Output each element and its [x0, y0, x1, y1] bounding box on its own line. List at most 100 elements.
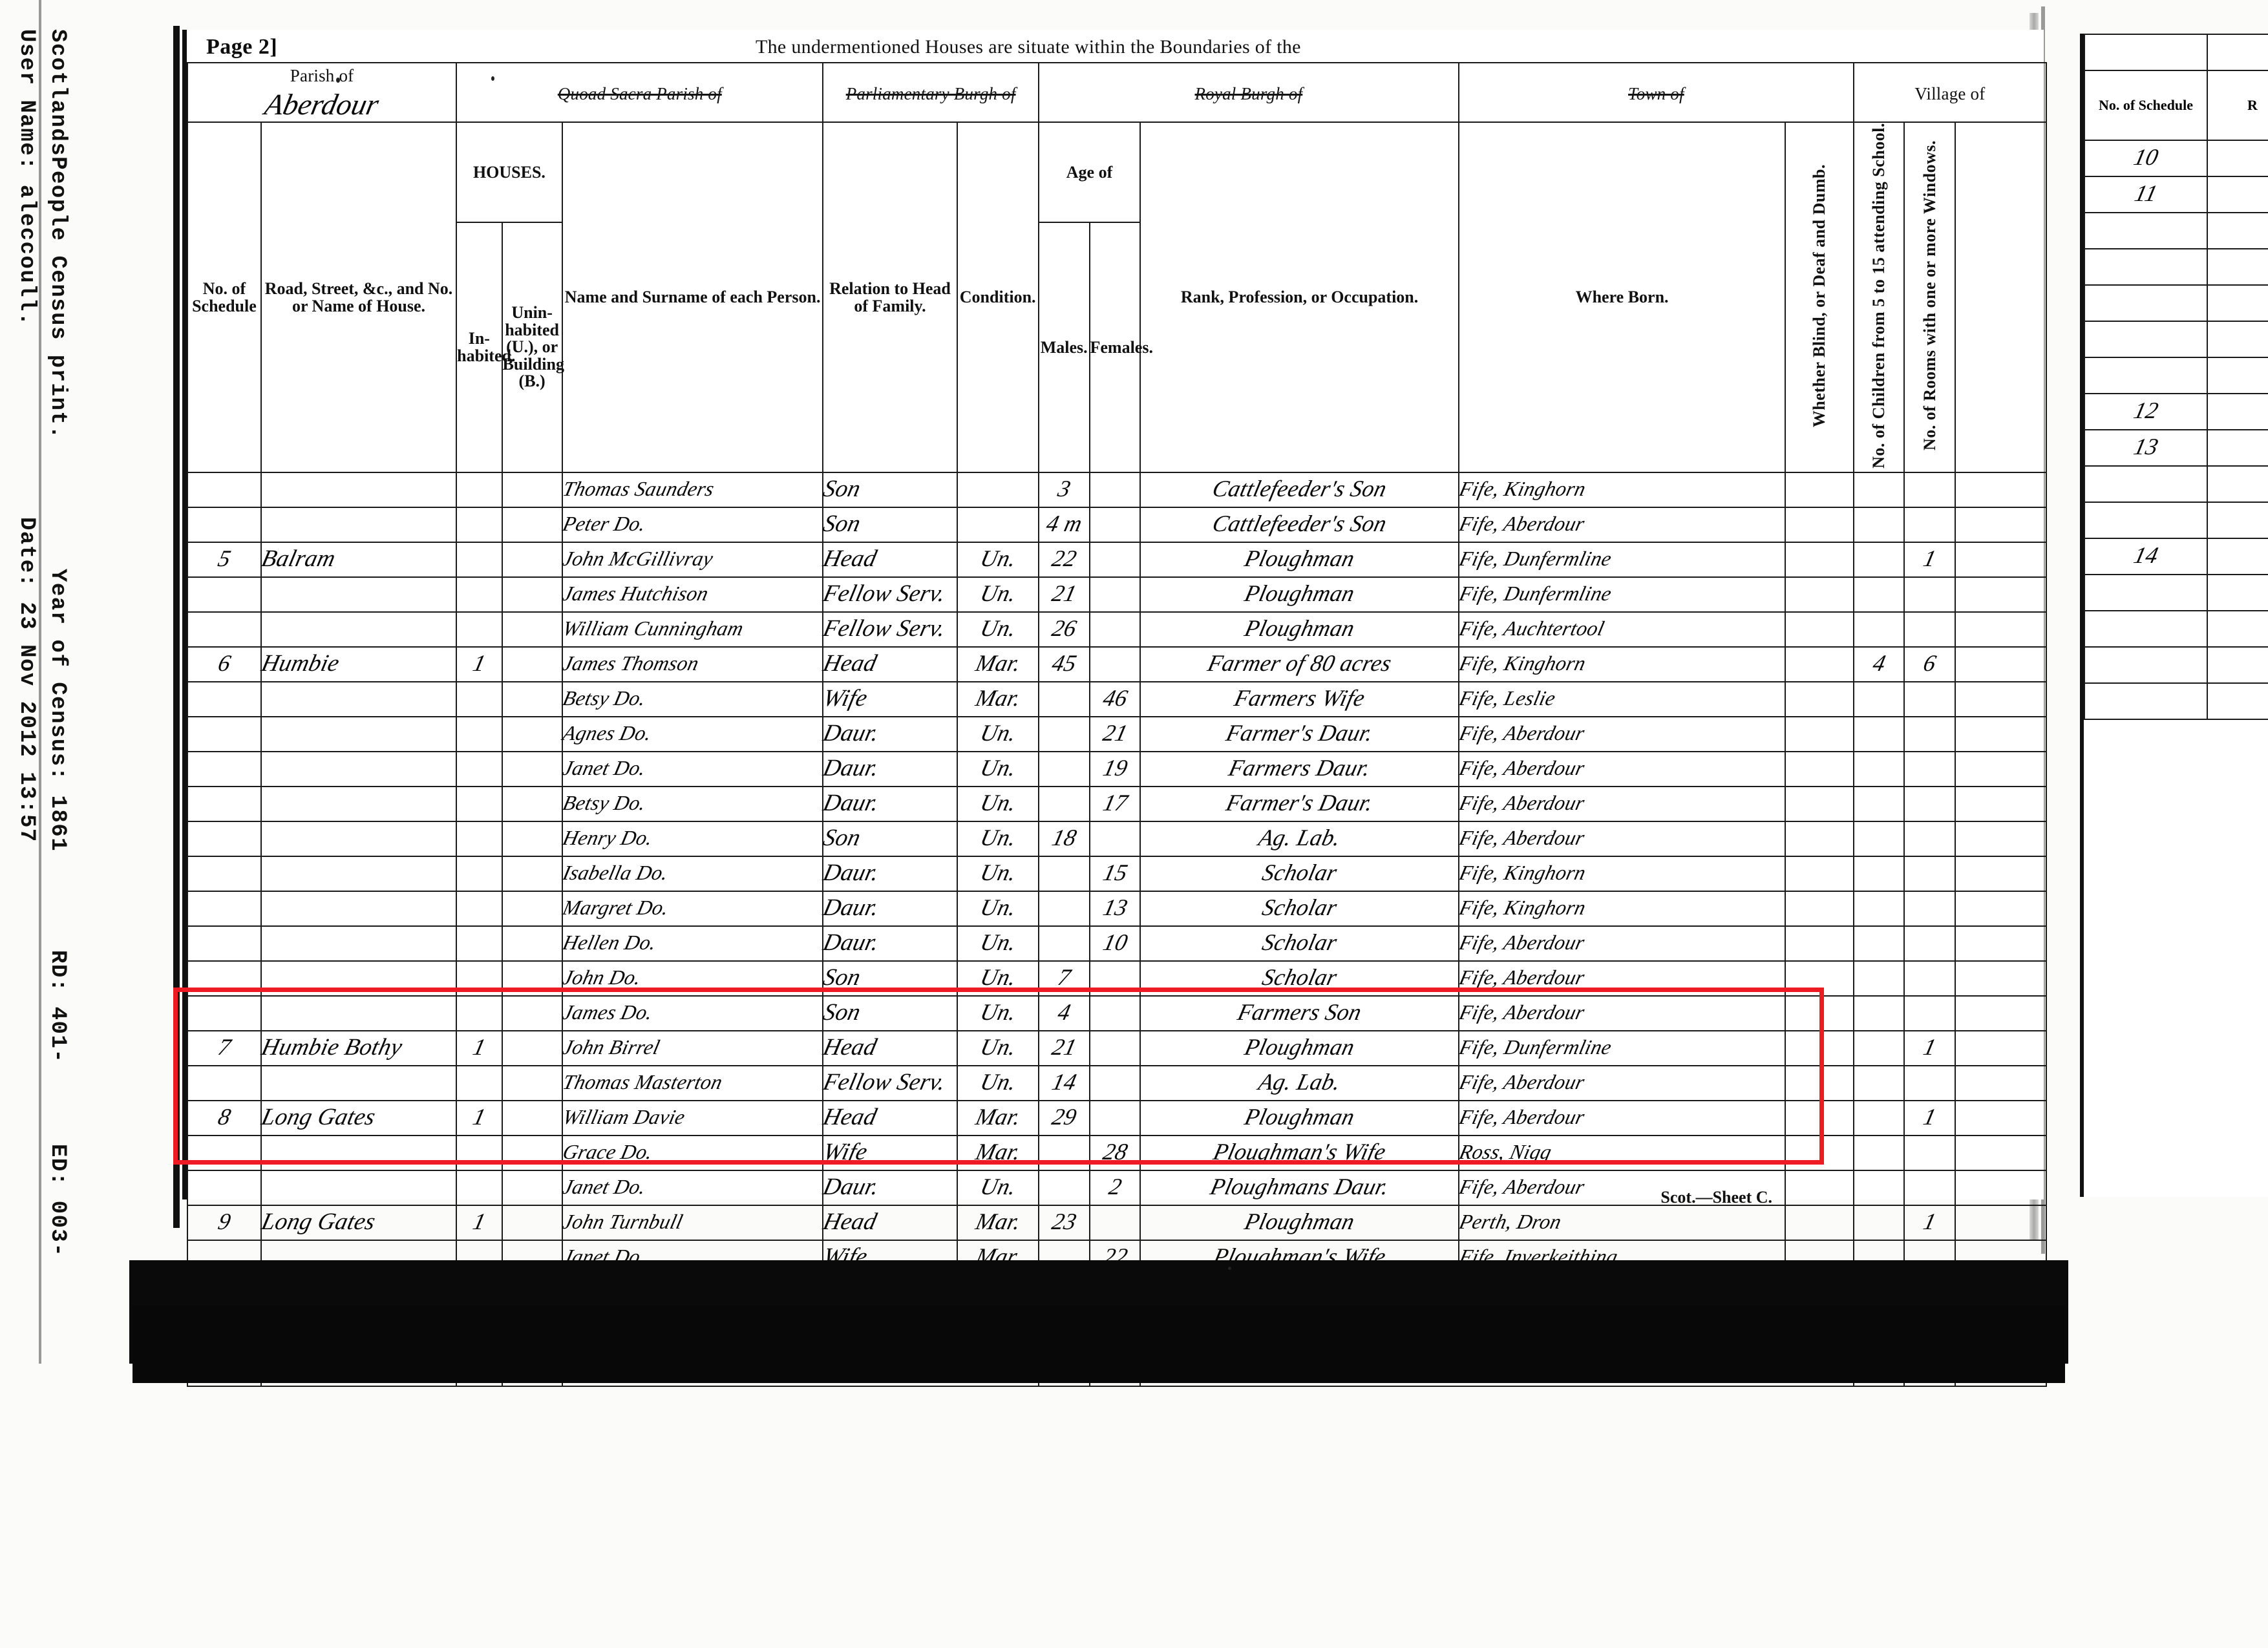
cell-rank: Scholar [1139, 891, 1459, 927]
cell-rel: Head [821, 1100, 958, 1137]
cell-schedule [187, 960, 262, 997]
handwritten-value-cond: Un. [977, 545, 1019, 572]
table-row: 8 Long Gates 1 William Davie Head Mar. 29 Ploug… [187, 1100, 2047, 1137]
cell-male: 29 [1037, 1100, 1090, 1137]
handwritten-value-name: Peter Do. [560, 511, 648, 535]
handwritten-value-schedule: 6 [215, 650, 234, 677]
adjacent-cell-road [2207, 248, 2268, 286]
cell-margin [1955, 925, 2047, 962]
cell-name: Betsy Do. [560, 681, 824, 718]
cell-male: 26 [1037, 611, 1090, 648]
cell-margin [1955, 995, 2047, 1032]
cell-inh [456, 542, 503, 578]
cell-margin [1955, 821, 2047, 858]
handwritten-value-name: William Davie [560, 1104, 688, 1128]
cell-rooms [1903, 786, 1956, 823]
handwritten-value-rank: Farmers Daur. [1226, 755, 1373, 781]
handwritten-value-born: Fife, Kinghorn [1457, 860, 1589, 884]
cell-blind [1785, 1135, 1854, 1172]
cell-blind [1785, 542, 1854, 578]
cell-schedule [187, 1135, 262, 1172]
cell-school [1852, 1170, 1905, 1207]
cell-born: Fife, Aberdour [1457, 995, 1786, 1032]
handwritten-value-schedule: 7 [215, 1034, 234, 1061]
cell-uninh [501, 751, 563, 788]
cell-uninh [501, 1065, 563, 1102]
cell-school [1852, 856, 1905, 893]
adjacent-col-header-schedule: No. of Schedule [2084, 70, 2208, 141]
cell-male [1037, 681, 1090, 718]
handwritten-value-name: Isabella Do. [560, 860, 671, 884]
adjacent-cell-road [2207, 176, 2268, 213]
col-header-where-born: Where Born. [1457, 121, 1786, 474]
cell-school [1852, 995, 1905, 1032]
census-rows-body: Thomas Saunders Son 3 Cattlefeeder's Son Fif… [187, 472, 2047, 1346]
place-village: Village of [1852, 62, 2048, 123]
handwritten-value-rank: Ploughman [1242, 545, 1358, 572]
adjacent-table-row [2084, 465, 2268, 503]
adjacent-cell-road [2207, 502, 2268, 539]
cell-born: Fife, Aberdour [1457, 1065, 1786, 1102]
cell-margin [1955, 1205, 2047, 1241]
cell-cond: Un. [956, 716, 1039, 753]
handwritten-value-rank: Cattlefeeder's Son [1210, 476, 1390, 502]
cell-schedule: 5 [187, 542, 262, 578]
cell-born: Fife, Aberdour [1457, 1170, 1786, 1207]
cell-cond: Un. [956, 611, 1039, 648]
cell-inh [456, 751, 503, 788]
cell-schedule [187, 786, 262, 823]
handwritten-value-cond: Un. [977, 720, 1019, 746]
handwritten-value-born: Fife, Aberdour [1457, 825, 1587, 849]
cell-school [1852, 751, 1905, 788]
cell-road: Balram [259, 542, 458, 578]
cell-margin [1955, 716, 2047, 753]
handwritten-value-rel: Daur. [821, 754, 882, 781]
cell-road: Long Gates [259, 1205, 458, 1241]
cell-road [260, 960, 458, 997]
table-row: 7 Humbie Bothy 1 John Birrel Head Un. 21 Plough… [187, 1030, 2047, 1067]
meta-rd-label: RD: 401- [45, 950, 70, 1064]
cell-inh [456, 960, 503, 997]
cell-school [1852, 891, 1905, 927]
cell-rooms [1903, 507, 1956, 544]
cell-male: 23 [1037, 1205, 1090, 1241]
cell-rank: Farmer's Daur. [1139, 716, 1459, 753]
cell-rooms [1903, 960, 1956, 997]
adjacent-place-cell [2084, 34, 2208, 71]
cell-female: 17 [1088, 786, 1141, 823]
cell-female [1088, 1030, 1141, 1067]
cell-margin [1955, 681, 2047, 718]
handwritten-value-rank: Farmer of 80 acres [1205, 650, 1395, 677]
cell-inh [456, 681, 503, 718]
cell-male [1037, 856, 1090, 893]
cell-blind [1785, 646, 1854, 683]
cell-cond: Un. [956, 1065, 1039, 1102]
adjacent-cell-schedule: 10 [2084, 140, 2208, 177]
cell-female [1088, 646, 1141, 683]
cell-name: James Hutchison [560, 576, 824, 613]
handwritten-value-female: 28 [1100, 1139, 1130, 1165]
cell-born: Fife, Aberdour [1457, 507, 1786, 544]
adjacent-cell-road [2207, 284, 2268, 322]
cell-blind [1785, 611, 1854, 648]
handwritten-value-rank: Ploughman [1242, 1209, 1358, 1235]
cell-school [1852, 611, 1905, 648]
handwritten-value-rooms: 1 [1921, 545, 1940, 572]
handwritten-value-rel: Daur. [821, 719, 882, 746]
cell-rel: Daur. [821, 786, 958, 823]
table-row: Grace Do. Wife Mar. 28 Ploughman's Wife Ross,… [187, 1135, 2047, 1172]
meta-source-label: ScotlandsPeople Census print. [45, 29, 70, 440]
cell-blind [1785, 1030, 1854, 1067]
cell-school [1852, 925, 1905, 962]
cell-name: William Davie [560, 1100, 824, 1137]
form-top-band: Page 2] The undermentioned Houses are si… [187, 30, 2048, 63]
handwritten-value-female: 17 [1100, 790, 1130, 816]
cell-cond: Un. [956, 1170, 1039, 1207]
cell-inh [456, 786, 503, 823]
handwritten-value-rank: Scholar [1260, 894, 1340, 921]
cell-rank: Scholar [1139, 856, 1459, 893]
cell-school: 4 [1852, 646, 1905, 683]
cell-rank: Ploughman [1139, 611, 1459, 648]
handwritten-value-cond: Un. [977, 1034, 1019, 1061]
place-parliamentary-burgh: Parliamentary Burgh of [822, 62, 1039, 123]
